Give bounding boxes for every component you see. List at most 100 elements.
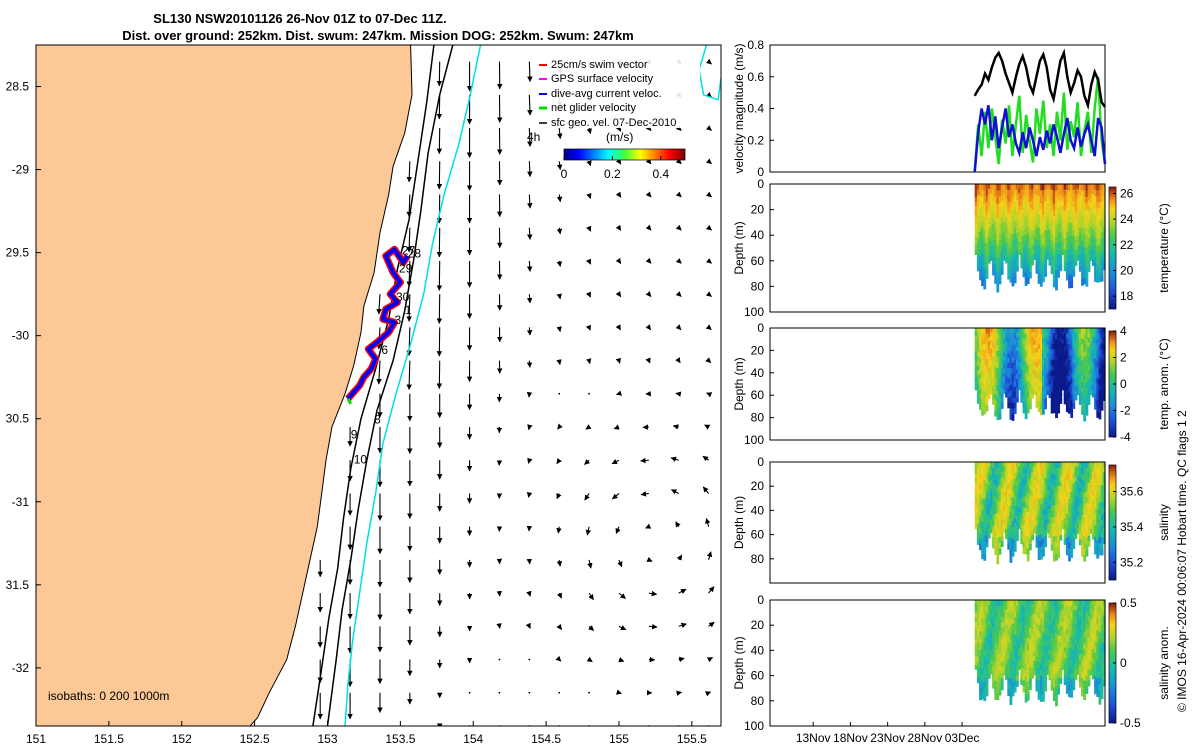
heatmap-cell — [1072, 348, 1076, 354]
heatmap-cell — [1087, 610, 1091, 617]
heatmap-cell — [1037, 354, 1041, 360]
heatmap-cell — [1046, 373, 1050, 379]
heatmap-cell — [1081, 253, 1084, 261]
heatmap-cell — [976, 518, 980, 525]
heatmap-cell — [1076, 344, 1080, 350]
heatmap-cell — [1102, 538, 1106, 544]
heatmap-cell — [1002, 241, 1006, 247]
heatmap-cell — [1085, 681, 1089, 688]
heatmap-cell — [1044, 477, 1047, 484]
heatmap-cell — [1020, 346, 1024, 352]
heatmap-cell — [1011, 333, 1015, 341]
heatmap-cell — [1081, 328, 1084, 334]
heatmap-cell — [1065, 600, 1069, 607]
heatmap-cell — [1092, 260, 1095, 266]
heatmap-cell — [1044, 504, 1047, 511]
heatmap-cell — [1024, 619, 1028, 627]
heatmap-cell — [979, 225, 982, 233]
heatmap-cell — [1052, 209, 1056, 217]
heatmap-cell — [1098, 519, 1102, 527]
heatmap-cell — [1094, 623, 1097, 630]
heatmap-cell — [1020, 467, 1024, 473]
geo-vector-arrow — [618, 657, 625, 663]
heatmap-cell — [1000, 268, 1004, 275]
heatmap-cell — [1031, 336, 1034, 342]
heatmap-cell — [1016, 360, 1019, 366]
heatmap-cell — [1005, 486, 1008, 492]
heatmap-cell — [1092, 668, 1095, 675]
heatmap-cell — [987, 509, 991, 515]
heatmap-cell — [1059, 620, 1063, 627]
heatmap-cell — [1078, 676, 1082, 683]
heatmap-cell — [1059, 481, 1063, 487]
heatmap-cell — [1046, 475, 1050, 481]
heatmap-cell — [1011, 414, 1015, 421]
heatmap-cell — [1037, 252, 1041, 259]
heatmap-cell — [985, 612, 989, 619]
heatmap-cell — [1057, 462, 1060, 469]
depth-tick-label: 80 — [751, 411, 765, 425]
heatmap-cell — [1076, 340, 1080, 346]
heatmap-cell — [976, 351, 980, 357]
heatmap-cell — [1057, 682, 1060, 689]
heatmap-cell — [1059, 510, 1063, 517]
heatmap-cell — [1022, 536, 1026, 543]
heatmap-cell — [996, 379, 1000, 386]
heatmap-cell — [1005, 248, 1008, 254]
geo-vector-arrow — [648, 590, 658, 597]
heatmap-cell — [1050, 528, 1054, 535]
geo-vector-arrow — [556, 227, 563, 235]
heatmap-cell — [1061, 354, 1065, 360]
heatmap-cell — [1011, 234, 1015, 242]
heatmap-cell — [1092, 462, 1095, 468]
geo-vector-arrow — [527, 227, 533, 240]
heatmap-cell — [1050, 217, 1054, 224]
heatmap-cell — [996, 211, 1000, 219]
heatmap-cell — [987, 336, 991, 342]
heatmap-cell — [1074, 204, 1078, 210]
heatmap-cell — [1011, 491, 1015, 498]
heatmap-cell — [979, 213, 982, 221]
heatmap-cell — [1063, 375, 1067, 381]
depth-tick-label: 40 — [751, 643, 765, 657]
heatmap-cell — [974, 639, 978, 644]
heatmap-cell — [1072, 622, 1076, 629]
heatmap-cell — [1022, 490, 1026, 497]
heatmap-cell — [1065, 328, 1069, 334]
heatmap-cell — [1087, 530, 1091, 537]
heatmap-cell — [1070, 383, 1074, 390]
heatmap-cell — [1081, 659, 1084, 667]
heatmap-cell — [1074, 639, 1078, 646]
heatmap-cell — [1007, 677, 1011, 685]
heatmap-cell — [989, 646, 993, 652]
heatmap-cell — [1083, 492, 1087, 500]
geo-vector-arrow — [526, 360, 533, 368]
heatmap-cell — [1081, 647, 1084, 655]
heatmap-cell — [985, 671, 989, 679]
heatmap-cell — [1000, 195, 1004, 202]
heatmap-cell — [1094, 196, 1097, 203]
heatmap-cell — [998, 496, 1002, 503]
heatmap-cell — [985, 369, 989, 376]
heatmap-cell — [1037, 401, 1041, 407]
heatmap-cell — [1035, 472, 1039, 479]
heatmap-cell — [1046, 328, 1050, 333]
land-area — [36, 45, 413, 726]
heatmap-cell — [1013, 545, 1017, 552]
heatmap-cell — [1013, 686, 1017, 693]
heatmap-cell — [1059, 398, 1063, 404]
heatmap-cell — [1102, 637, 1106, 644]
heatmap-cell — [992, 223, 995, 230]
heatmap-cell — [1074, 514, 1078, 520]
geo-vector-arrow — [526, 491, 533, 498]
heatmap-cell — [1000, 212, 1004, 219]
heatmap-cell — [1046, 651, 1050, 657]
heatmap-cell — [1085, 675, 1089, 683]
heatmap-cell — [1044, 338, 1047, 344]
geo-vector-arrow — [556, 559, 563, 567]
heatmap-cell — [1083, 246, 1087, 254]
heatmap-cell — [1016, 260, 1019, 267]
heatmap-cell — [1087, 675, 1091, 681]
heatmap-cell — [1061, 201, 1065, 207]
